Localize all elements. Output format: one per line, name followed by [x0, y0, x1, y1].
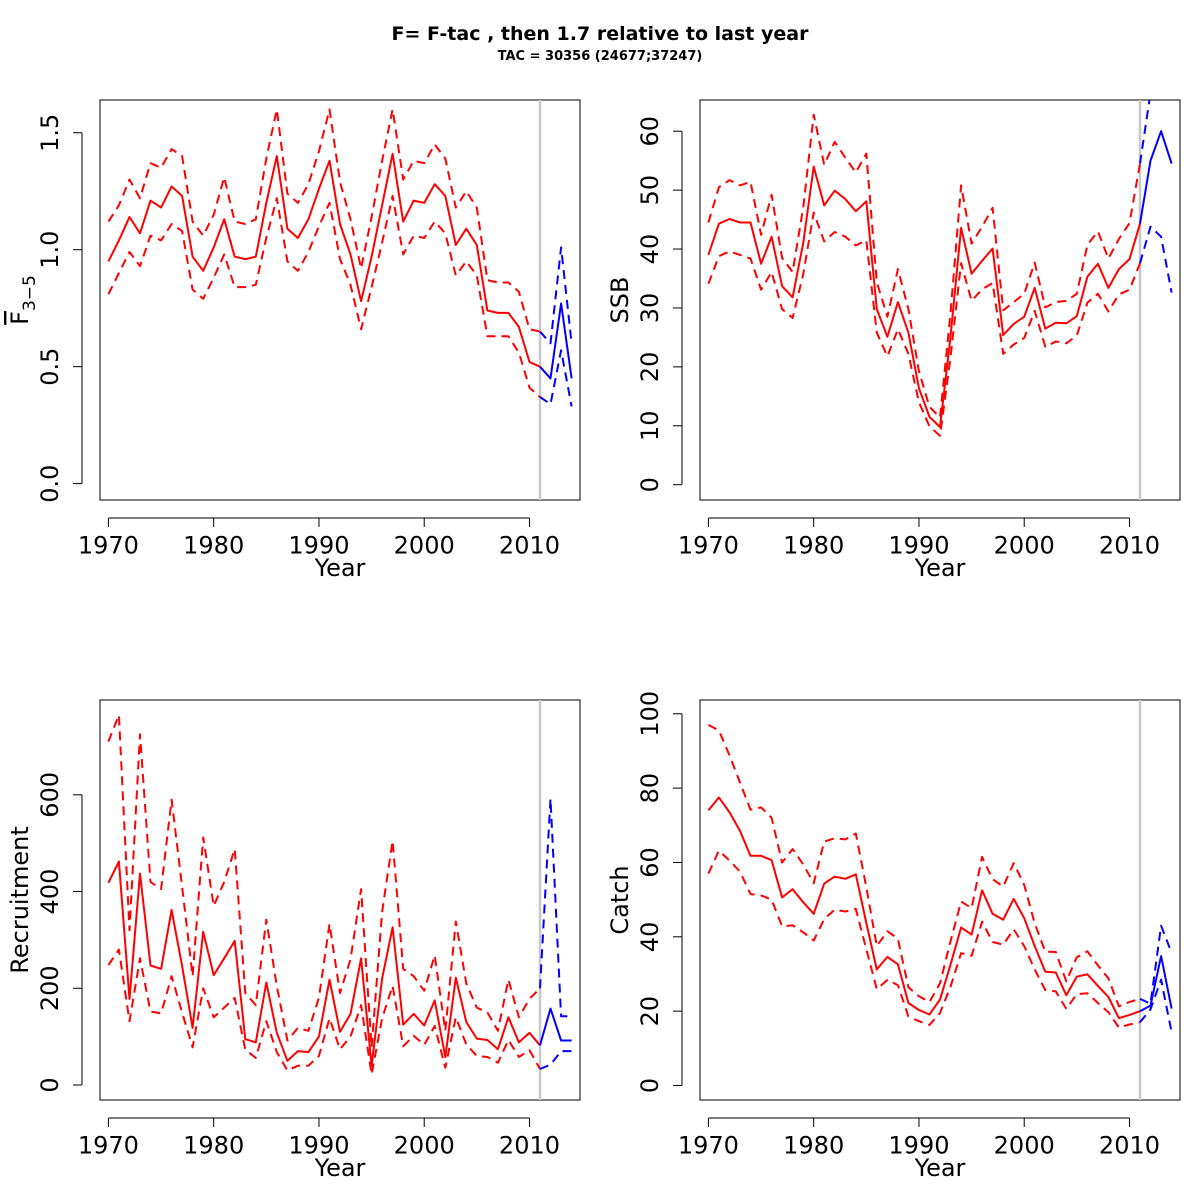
- historic-lower-line: [707, 849, 1141, 1029]
- panel-ssb: 1970 1980 1990 2000 2010 Year 0 10 20 30 40 50 60 SSB: [606, 99, 1181, 582]
- y-tick-label: 10: [636, 410, 664, 441]
- series-group: [107, 714, 572, 1076]
- y-tick-label: 0: [636, 477, 664, 492]
- y-tick-label: 100: [636, 691, 664, 737]
- y-axis-label: F3−5: [6, 275, 40, 325]
- y-tick-label: 600: [36, 772, 64, 818]
- panel-catch: 1970 1980 1990 2000 2010 Year 0 20 40 60 80 100 Catc…: [606, 691, 1181, 1182]
- historic-estimate-line: [707, 796, 1141, 1020]
- forecast-estimate-line: [1139, 955, 1173, 1013]
- historic-lower-line: [707, 211, 1141, 437]
- figure-title: F= F-tac , then 1.7 relative to last yea…: [392, 23, 810, 45]
- forecast-estimate-line: [539, 1007, 572, 1046]
- series-group: [107, 108, 573, 407]
- y-tick-label: 0.0: [36, 465, 64, 503]
- x-axis-label: Year: [914, 1154, 966, 1182]
- x-tick-label: 1970: [78, 532, 139, 560]
- forecast-lower-line: [1139, 225, 1173, 293]
- y-axis-label: Catch: [606, 865, 634, 934]
- y-tick-label: 0: [636, 1078, 664, 1093]
- x-tick-label: 1970: [678, 532, 739, 560]
- x-tick-label: 1990: [888, 1132, 949, 1160]
- y-tick-label: 1.0: [36, 231, 64, 269]
- forecast-upper-line: [539, 797, 572, 1018]
- y-axis-label-subscript: 3−5: [20, 275, 40, 311]
- historic-upper-line: [107, 108, 541, 333]
- y-tick-label: 50: [636, 175, 664, 206]
- y-tick-label: 400: [36, 869, 64, 915]
- x-axis-label: Year: [314, 554, 366, 582]
- y-axis-label-main: F: [6, 311, 34, 325]
- x-tick-label: 1980: [183, 532, 244, 560]
- y-tick-label: 60: [636, 116, 664, 147]
- historic-lower-line: [107, 948, 541, 1076]
- historic-lower-line: [107, 194, 541, 398]
- x-tick-label: 2000: [994, 532, 1055, 560]
- panel-recruitment: 1970 1980 1990 2000 2010 Year 0 200 400 600Recrui…: [6, 699, 581, 1182]
- x-axis-label: Year: [314, 1154, 366, 1182]
- forecast-upper-line: [1139, 924, 1173, 1005]
- x-tick-label: 1990: [288, 1132, 349, 1160]
- y-axis-label: Recruitment: [6, 826, 34, 973]
- x-tick-label: 2010: [499, 532, 560, 560]
- historic-estimate-line: [107, 152, 541, 368]
- y-tick-label: 60: [636, 847, 664, 878]
- forecast-upper-line: [1139, 100, 1151, 164]
- plot-frame: [699, 99, 1181, 501]
- historic-upper-line: [107, 714, 541, 1049]
- x-tick-label: 2010: [499, 1132, 560, 1160]
- forecast-lower-line: [539, 1050, 572, 1070]
- y-tick-label: 20: [636, 996, 664, 1027]
- y-tick-label: 1.5: [36, 114, 64, 152]
- y-tick-label: 0: [36, 1077, 64, 1092]
- x-axis-label: Year: [914, 554, 966, 582]
- figure-subtitle: TAC = 30356 (24677;37247): [498, 49, 703, 64]
- panel-fbar: 1970 1980 1990 2000 2010 Year 0.0 0.5 1.0 1.5 F3−5: [6, 99, 581, 582]
- historic-estimate-line: [107, 860, 541, 1067]
- forecast-estimate-line: [539, 302, 573, 380]
- x-tick-label: 2000: [994, 1132, 1055, 1160]
- series-group: [707, 724, 1173, 1033]
- historic-estimate-line: [707, 165, 1141, 428]
- x-tick-label: 1980: [183, 1132, 244, 1160]
- forecast-estimate-line: [1139, 130, 1173, 224]
- plot-frame: [99, 99, 581, 501]
- x-tick-label: 1990: [888, 532, 949, 560]
- historic-upper-line: [707, 724, 1141, 1008]
- forecast-lower-line: [1139, 978, 1173, 1033]
- y-tick-label: 20: [636, 352, 664, 383]
- x-tick-label: 1990: [288, 532, 349, 560]
- y-tick-label: 30: [636, 293, 664, 324]
- y-tick-label: 40: [636, 234, 664, 265]
- forecast-lower-line: [539, 349, 573, 407]
- plot-frame: [99, 699, 581, 1101]
- x-tick-label: 1980: [783, 1132, 844, 1160]
- y-tick-label: 0.5: [36, 348, 64, 386]
- plot-frame: [699, 699, 1181, 1101]
- x-tick-label: 1970: [78, 1132, 139, 1160]
- series-group: [707, 100, 1173, 437]
- x-tick-label: 2000: [394, 1132, 455, 1160]
- x-tick-label: 2000: [394, 532, 455, 560]
- y-axis-label: SSB: [606, 277, 634, 324]
- y-tick-label: 200: [36, 965, 64, 1011]
- y-tick-label: 80: [636, 773, 664, 804]
- x-tick-label: 2010: [1099, 532, 1160, 560]
- x-tick-label: 1980: [783, 532, 844, 560]
- x-tick-label: 2010: [1099, 1132, 1160, 1160]
- x-tick-label: 1970: [678, 1132, 739, 1160]
- y-tick-label: 40: [636, 922, 664, 953]
- forecast-upper-line: [539, 246, 573, 345]
- historic-upper-line: [707, 113, 1141, 419]
